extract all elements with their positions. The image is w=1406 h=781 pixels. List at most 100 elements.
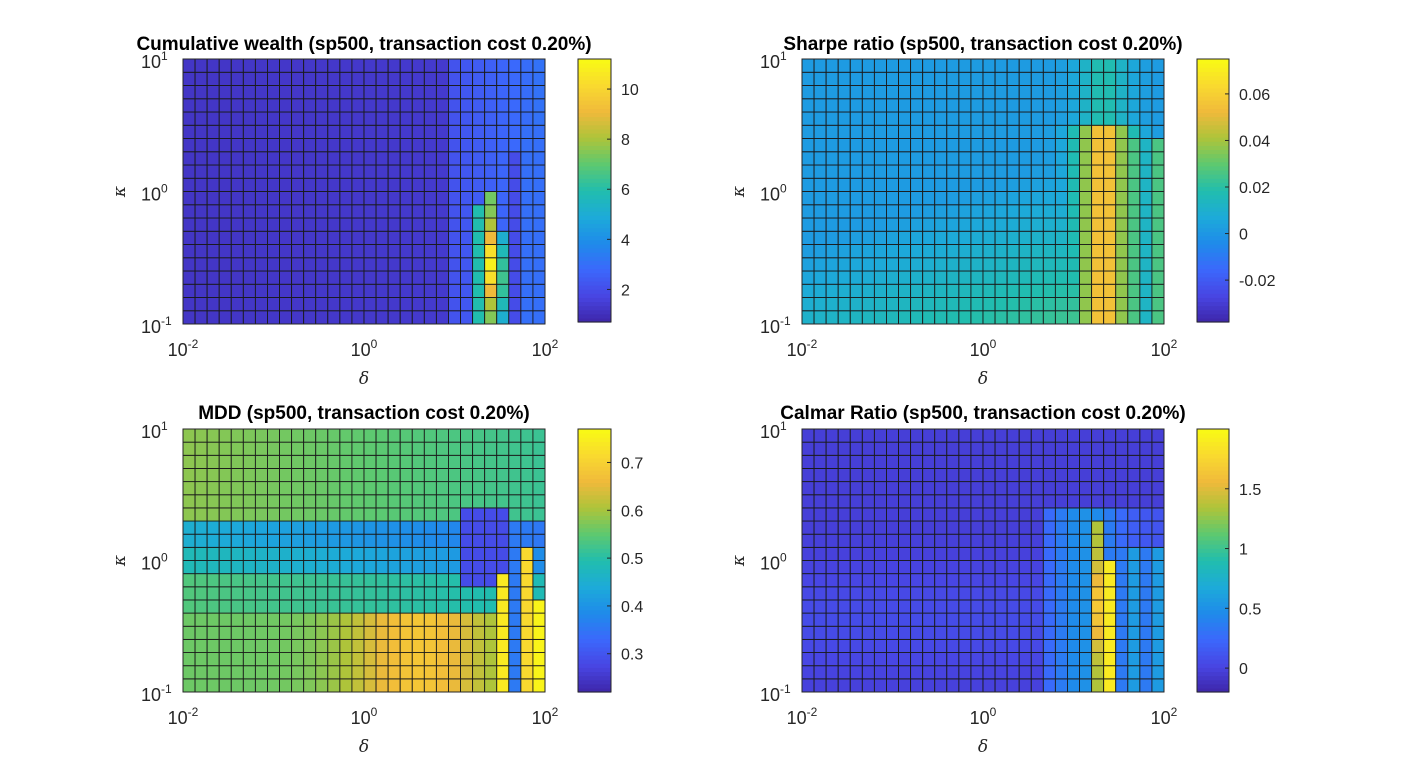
heatmap-cell bbox=[982, 428, 996, 443]
heatmap-cell bbox=[1115, 230, 1129, 245]
heatmap-cell bbox=[1067, 58, 1080, 73]
heatmap-cell bbox=[520, 310, 534, 325]
colorbar-swatch bbox=[578, 243, 611, 249]
heatmap-cell bbox=[1006, 652, 1020, 667]
colorbar-swatch bbox=[1197, 437, 1229, 442]
heatmap-cell bbox=[242, 98, 256, 113]
heatmap-cell bbox=[910, 468, 924, 483]
heatmap-cell bbox=[423, 204, 437, 219]
heatmap-cell bbox=[375, 310, 389, 325]
calmar-xtick-label: 102 bbox=[1151, 705, 1178, 728]
heatmap-cell bbox=[898, 244, 912, 259]
heatmap-cell bbox=[423, 283, 437, 298]
heatmap-cell bbox=[363, 151, 377, 166]
heatmap-cell bbox=[1054, 310, 1068, 325]
mdd-panel: MDD (sp500, transaction cost 0.20%)10-2 1… bbox=[110, 403, 643, 757]
heatmap-cell bbox=[910, 428, 924, 443]
heatmap-cell bbox=[825, 573, 839, 588]
heatmap-cell bbox=[861, 71, 875, 86]
heatmap-cell bbox=[411, 177, 425, 192]
heatmap-cell bbox=[327, 191, 341, 206]
heatmap-cell bbox=[423, 625, 437, 640]
heatmap-cell bbox=[448, 494, 461, 509]
colorbar-swatch bbox=[578, 198, 611, 204]
heatmap-cell bbox=[849, 546, 863, 561]
colorbar-swatch bbox=[578, 145, 611, 151]
heatmap-cell bbox=[351, 520, 365, 535]
heatmap-cell bbox=[242, 151, 256, 166]
heatmap-cell bbox=[849, 244, 863, 259]
heatmap-cell bbox=[532, 85, 546, 100]
heatmap-cell bbox=[423, 191, 437, 206]
heatmap-cell bbox=[267, 533, 280, 548]
heatmap-cell bbox=[182, 58, 196, 73]
heatmap-cell bbox=[399, 177, 413, 192]
heatmap-cell bbox=[898, 191, 912, 206]
heatmap-cell bbox=[994, 283, 1008, 298]
heatmap-cell bbox=[303, 283, 317, 298]
heatmap-cell bbox=[1151, 428, 1165, 443]
heatmap-cell bbox=[1079, 586, 1093, 601]
heatmap-cell bbox=[206, 507, 220, 522]
colorbar-swatch bbox=[578, 128, 611, 134]
heatmap-cell bbox=[206, 428, 220, 443]
heatmap-cell bbox=[182, 257, 196, 272]
colorbar-swatch bbox=[578, 153, 611, 159]
heatmap-cell bbox=[1127, 494, 1141, 509]
colorbar-swatch bbox=[1197, 305, 1229, 311]
heatmap-cell bbox=[375, 283, 389, 298]
heatmap-cell bbox=[206, 124, 220, 139]
heatmap-cell bbox=[435, 230, 449, 245]
heatmap-cell bbox=[982, 638, 996, 654]
colorbar-swatch bbox=[578, 581, 611, 586]
heatmap-cell bbox=[1103, 164, 1117, 179]
colorbar-swatch bbox=[1197, 223, 1229, 229]
heatmap-cell bbox=[303, 85, 317, 100]
heatmap-cell bbox=[460, 468, 474, 483]
heatmap-cell bbox=[423, 612, 437, 627]
heatmap-cell bbox=[206, 244, 220, 259]
heatmap-cell bbox=[886, 270, 899, 285]
heatmap-cell bbox=[387, 665, 401, 680]
colorbar-swatch bbox=[578, 260, 611, 266]
heatmap-cell bbox=[351, 71, 365, 86]
heatmap-cell bbox=[423, 468, 437, 483]
heatmap-cell bbox=[508, 297, 522, 312]
colorbar-swatch bbox=[1197, 659, 1229, 664]
heatmap-cell bbox=[399, 283, 413, 298]
heatmap-cell bbox=[922, 204, 936, 219]
heatmap-cell bbox=[508, 520, 522, 535]
heatmap-cell bbox=[496, 191, 510, 206]
heatmap-cell bbox=[194, 560, 208, 575]
heatmap-cell bbox=[1067, 124, 1080, 139]
heatmap-cell bbox=[813, 138, 827, 153]
heatmap-cell bbox=[218, 297, 232, 312]
heatmap-cell bbox=[484, 573, 498, 588]
heatmap-cell bbox=[1079, 454, 1093, 469]
heatmap-cell bbox=[363, 191, 377, 206]
heatmap-cell bbox=[520, 138, 534, 153]
heatmap-cell bbox=[837, 546, 851, 561]
heatmap-cell bbox=[1139, 138, 1153, 153]
heatmap-cell bbox=[922, 151, 936, 166]
heatmap-cell bbox=[1006, 560, 1020, 575]
colorbar-swatch bbox=[1197, 248, 1229, 253]
heatmap-cell bbox=[910, 85, 924, 100]
heatmap-cell bbox=[1091, 58, 1105, 73]
heatmap-cell bbox=[435, 244, 449, 259]
heatmap-cell bbox=[982, 71, 996, 86]
colorbar-frame bbox=[1196, 58, 1230, 323]
heatmap-cell bbox=[472, 71, 486, 86]
heatmap-cell bbox=[279, 297, 293, 312]
heatmap-cell bbox=[448, 177, 461, 192]
heatmap-cell bbox=[496, 612, 510, 627]
heatmap-cell bbox=[1115, 217, 1129, 232]
heatmap-cell bbox=[411, 283, 425, 298]
colorbar-swatch bbox=[1197, 198, 1229, 204]
heatmap-cell bbox=[934, 507, 948, 522]
heatmap-cell bbox=[1030, 560, 1044, 575]
heatmap-cell bbox=[242, 638, 256, 654]
heatmap-cell bbox=[994, 533, 1008, 548]
heatmap-cell bbox=[532, 533, 546, 548]
colorbar-swatch bbox=[578, 465, 611, 471]
